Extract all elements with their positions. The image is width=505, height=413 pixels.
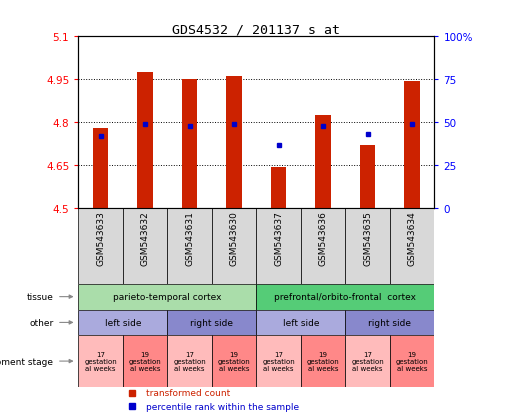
Bar [257, 335, 301, 387]
Bar [257, 284, 434, 310]
Text: development stage: development stage [0, 357, 54, 366]
Bar [78, 284, 257, 310]
Text: left side: left side [105, 318, 141, 327]
Bar [167, 335, 212, 387]
Bar [257, 209, 301, 284]
Bar [271, 167, 286, 209]
Bar [345, 310, 434, 335]
Text: GSM543636: GSM543636 [319, 211, 328, 266]
Text: GSM543633: GSM543633 [96, 211, 105, 266]
Bar [137, 73, 153, 209]
Bar [123, 209, 167, 284]
Text: other: other [29, 318, 54, 327]
Bar [315, 116, 331, 209]
Text: transformed count: transformed count [146, 389, 230, 397]
Text: 19
gestation
al weeks: 19 gestation al weeks [129, 351, 162, 371]
Bar [167, 310, 257, 335]
Bar [390, 209, 434, 284]
Text: percentile rank within the sample: percentile rank within the sample [146, 402, 299, 411]
Text: 19
gestation
al weeks: 19 gestation al weeks [396, 351, 428, 371]
Bar [123, 335, 167, 387]
Bar [78, 209, 123, 284]
Bar [182, 80, 197, 209]
Text: left side: left side [282, 318, 319, 327]
Bar [301, 209, 345, 284]
Text: GSM543631: GSM543631 [185, 211, 194, 266]
Text: 17
gestation
al weeks: 17 gestation al weeks [262, 351, 295, 371]
Bar [345, 335, 390, 387]
Bar [390, 335, 434, 387]
Text: 19
gestation
al weeks: 19 gestation al weeks [218, 351, 250, 371]
Bar [257, 310, 345, 335]
Bar [345, 209, 390, 284]
Bar [212, 209, 257, 284]
Bar [78, 310, 167, 335]
Text: GSM543632: GSM543632 [140, 211, 149, 266]
Bar [405, 81, 420, 209]
Text: 17
gestation
al weeks: 17 gestation al weeks [84, 351, 117, 371]
Text: GSM543637: GSM543637 [274, 211, 283, 266]
Text: tissue: tissue [26, 292, 54, 301]
Bar [167, 209, 212, 284]
Text: parieto-temporal cortex: parieto-temporal cortex [113, 292, 222, 301]
Bar [93, 128, 108, 209]
Text: GSM543630: GSM543630 [230, 211, 238, 266]
Text: 17
gestation
al weeks: 17 gestation al weeks [173, 351, 206, 371]
Bar [301, 335, 345, 387]
Text: right side: right side [190, 318, 233, 327]
Text: GSM543634: GSM543634 [408, 211, 417, 266]
Text: 19
gestation
al weeks: 19 gestation al weeks [307, 351, 339, 371]
Text: prefrontal/orbito-frontal  cortex: prefrontal/orbito-frontal cortex [274, 292, 416, 301]
Bar [78, 335, 123, 387]
Text: right side: right side [368, 318, 411, 327]
Title: GDS4532 / 201137_s_at: GDS4532 / 201137_s_at [172, 23, 340, 36]
Bar [360, 146, 375, 209]
Bar [212, 335, 256, 387]
Text: GSM543635: GSM543635 [363, 211, 372, 266]
Bar [226, 77, 242, 209]
Text: 17
gestation
al weeks: 17 gestation al weeks [351, 351, 384, 371]
